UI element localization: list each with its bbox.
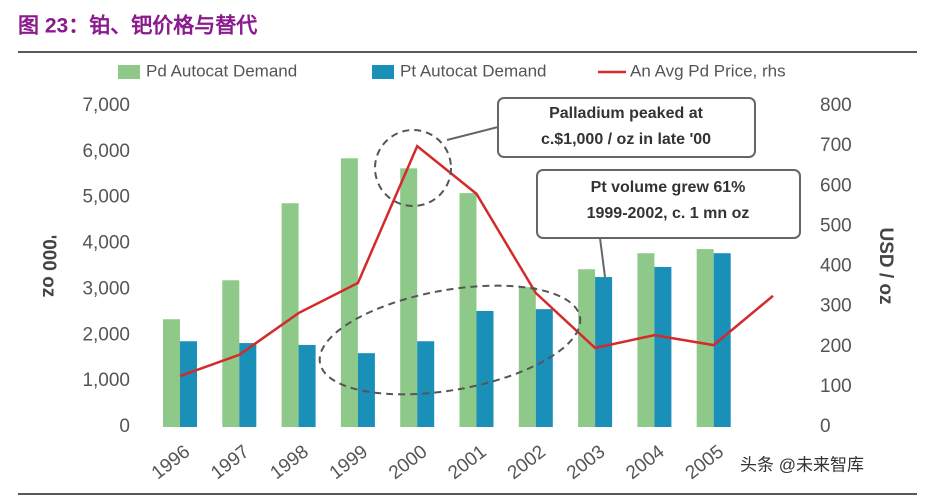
x-tick-label: 2005 xyxy=(682,441,728,484)
annotation-arrow xyxy=(446,126,499,141)
y-axis-label: '000 oz xyxy=(38,235,59,298)
y2-tick-label: 0 xyxy=(820,416,831,437)
bar xyxy=(578,269,596,427)
bar xyxy=(696,249,714,427)
annotation-text: 1999-2002, c. 1 mn oz xyxy=(587,205,750,222)
bar xyxy=(163,319,180,427)
x-tick-label: 1998 xyxy=(267,441,313,484)
y2-tick-label: 800 xyxy=(820,95,852,116)
bar xyxy=(357,353,375,427)
y-tick-label: 2,000 xyxy=(82,324,130,345)
bar xyxy=(417,341,435,427)
bar xyxy=(298,344,316,427)
y-tick-label: 6,000 xyxy=(82,141,130,162)
annotation-arrow xyxy=(599,237,606,278)
y-tick-label: 7,000 xyxy=(82,95,130,116)
price-line xyxy=(179,144,774,378)
annotation-text: c.$1,000 / oz in late '00 xyxy=(541,131,711,148)
highlight-circle xyxy=(374,129,452,207)
highlight-ellipse xyxy=(318,284,582,396)
x-tick-label: 2002 xyxy=(504,441,550,484)
bar xyxy=(180,341,197,427)
legend-swatch xyxy=(118,65,140,79)
plot: 0 1,000 2,000 3,000 4,000 5,000 6,000 7,000 0 100… xyxy=(82,61,851,483)
x-tick-label: 1996 xyxy=(148,441,194,484)
annotation-text: Palladium peaked at xyxy=(549,105,704,122)
watermark: 头条 @未来智库 xyxy=(740,455,864,474)
legend-swatch xyxy=(372,65,394,79)
legend-label: Pt Autocat Demand xyxy=(400,61,546,80)
y-tick-label: 1,000 xyxy=(82,370,130,391)
bar xyxy=(459,193,477,427)
y-tick-label: 3,000 xyxy=(82,278,130,299)
bar xyxy=(340,158,358,427)
bar xyxy=(281,203,299,427)
y2-axis-label: USD / oz xyxy=(875,227,896,304)
y-tick-label: 4,000 xyxy=(82,233,130,254)
bar xyxy=(713,253,731,427)
annotation-text: Pt volume grew 61% xyxy=(591,179,746,196)
y2-tick-label: 600 xyxy=(820,175,852,196)
x-tick-label: 2001 xyxy=(444,441,490,484)
bar xyxy=(222,280,240,427)
x-tick-label: 1997 xyxy=(207,441,253,484)
x-tick-label: 2004 xyxy=(622,441,669,484)
x-tick-label: 2003 xyxy=(563,441,609,484)
y-tick-label: 0 xyxy=(119,416,130,437)
page-title: 图 23：铂、钯价格与替代 xyxy=(18,14,257,38)
annotation-box xyxy=(536,169,801,239)
bar xyxy=(518,287,536,427)
y-tick-label: 5,000 xyxy=(82,187,130,208)
bar xyxy=(476,310,494,427)
bar xyxy=(400,168,418,427)
y2-tick-label: 200 xyxy=(820,336,852,357)
legend-label: Pd Autocat Demand xyxy=(146,61,297,80)
x-tick-label: 1999 xyxy=(326,441,372,484)
x-tick-label: 2000 xyxy=(385,441,431,484)
y2-tick-label: 100 xyxy=(820,376,852,397)
y2-tick-label: 500 xyxy=(820,215,852,236)
y2-tick-label: 700 xyxy=(820,135,852,156)
bar xyxy=(535,309,553,427)
y2-tick-label: 300 xyxy=(820,296,852,317)
bar xyxy=(239,343,257,427)
bar xyxy=(637,253,655,427)
legend-label: An Avg Pd Price, rhs xyxy=(630,61,786,80)
y2-tick-label: 400 xyxy=(820,256,852,277)
bar xyxy=(595,277,613,427)
bar xyxy=(654,266,672,427)
